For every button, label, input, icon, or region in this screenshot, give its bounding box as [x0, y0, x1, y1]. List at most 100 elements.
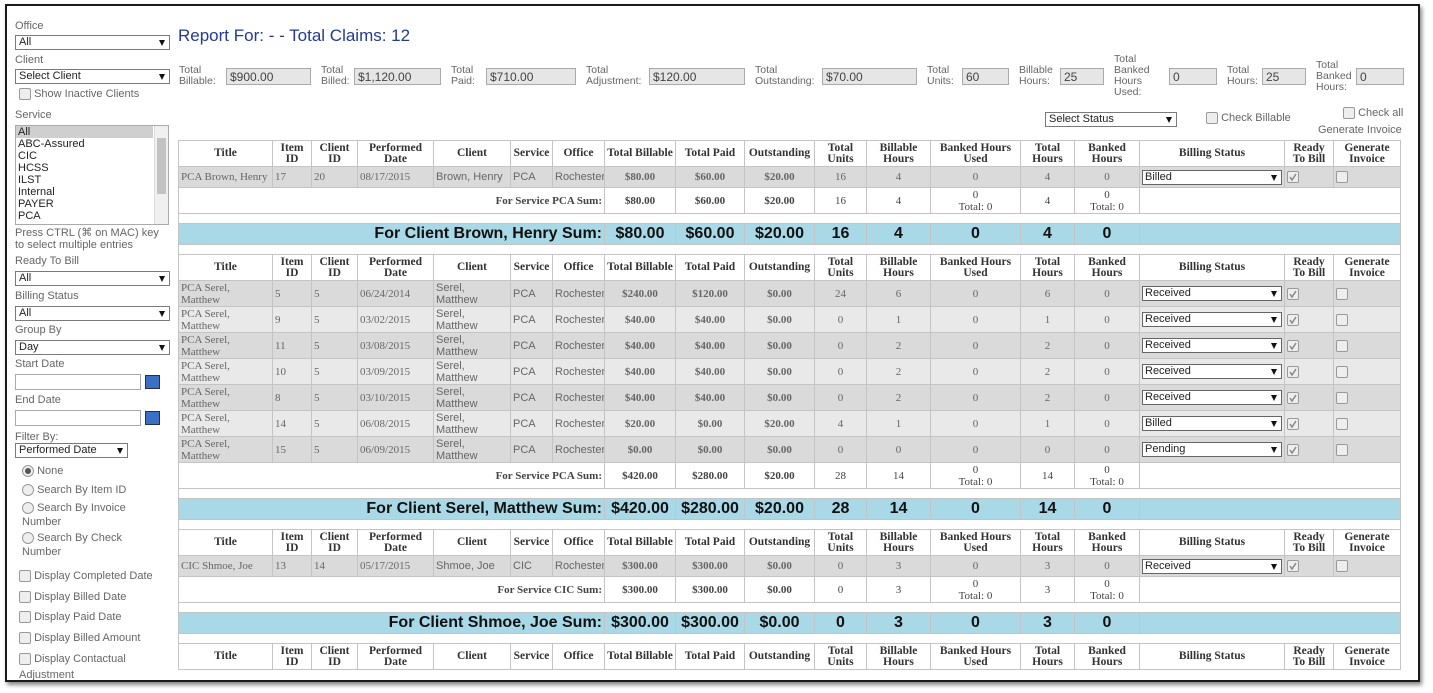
checkbox[interactable]	[19, 88, 31, 101]
select-status[interactable]: Select Status	[1045, 112, 1177, 127]
office-select[interactable]: All	[15, 35, 170, 50]
claim-link[interactable]: PCA Serel, Matthew	[178, 358, 273, 385]
billing-status-select[interactable]: Received	[1142, 364, 1282, 379]
cell: 0	[1074, 166, 1140, 188]
ready-select[interactable]: All	[15, 271, 170, 286]
service-option[interactable]: All	[16, 126, 153, 138]
checkbox-checked[interactable]	[1287, 560, 1299, 573]
radio-option[interactable]: Search By Check Number	[22, 531, 152, 559]
claim-link[interactable]: PCA Brown, Henry	[178, 166, 273, 188]
checkbox[interactable]	[19, 632, 31, 645]
service-option[interactable]: PAYER	[18, 198, 54, 210]
calendar-icon[interactable]	[145, 375, 160, 389]
service-option[interactable]: ABC-Assured	[18, 138, 85, 150]
empty-cell	[1139, 223, 1401, 245]
checkbox-checked[interactable]	[1287, 313, 1299, 326]
claim-link[interactable]: PCA Serel, Matthew	[178, 280, 273, 307]
checkbox[interactable]	[1336, 443, 1348, 456]
checkbox[interactable]	[1336, 417, 1348, 430]
checkbox[interactable]	[19, 611, 31, 624]
scrollbar[interactable]	[154, 126, 168, 224]
total-value: $120.00	[649, 67, 745, 85]
service-option[interactable]: HCSS	[18, 162, 49, 174]
display-option[interactable]: Display Billed Date	[19, 589, 169, 605]
display-option[interactable]: Display Completed Date	[19, 568, 169, 584]
display-option[interactable]: Display Billed Amount	[19, 630, 169, 646]
checkbox-checked[interactable]	[1287, 287, 1299, 300]
header-row: Title Item ID Client ID Performed Date Clien…	[178, 140, 1401, 167]
billing-status-select[interactable]: Billed	[1142, 416, 1282, 431]
billing-status-select[interactable]: Pending	[1142, 442, 1282, 457]
billing-status-select[interactable]: Received	[1142, 390, 1282, 405]
checkbox[interactable]	[1206, 112, 1218, 125]
display-option[interactable]: Display Contactual Adjustment	[19, 651, 169, 680]
billing-status-select[interactable]: Received	[1142, 338, 1282, 353]
checkbox[interactable]	[1336, 313, 1348, 326]
radio[interactable]	[22, 484, 34, 497]
service-listbox[interactable]: All ABC-Assured CIC HCSS ILST Internal PAYER PC…	[15, 125, 169, 225]
banked-cell: 0 Total: 0	[1074, 187, 1140, 214]
billing-status-select[interactable]: Billed	[1142, 169, 1282, 185]
claim-link[interactable]: PCA Serel, Matthew	[178, 384, 273, 411]
radio-option[interactable]: None	[22, 464, 152, 478]
radio-option[interactable]: Search By Item ID	[22, 483, 152, 497]
checkbox-checked[interactable]	[1287, 443, 1299, 456]
checkbox[interactable]	[1336, 391, 1348, 404]
check-stroke	[1289, 394, 1297, 403]
check-mark	[1289, 290, 1297, 299]
service-option[interactable]: CIC	[18, 150, 37, 162]
billing-status-cell: Billed	[1139, 410, 1285, 437]
service-option[interactable]: Internal	[18, 186, 55, 198]
show-inactive[interactable]: Show Inactive Clients	[19, 88, 139, 101]
calendar-icon[interactable]	[145, 411, 160, 425]
billing-status-select[interactable]: Received	[1142, 558, 1282, 574]
claim-link[interactable]: CIC Shmoe, Joe	[178, 555, 273, 577]
cell: 0	[866, 436, 931, 463]
column-header: Item ID	[272, 140, 312, 167]
client-sum-cell: 0	[1074, 612, 1140, 634]
check-billable[interactable]: Check Billable	[1206, 112, 1291, 125]
check-stroke	[1289, 173, 1297, 182]
checkbox[interactable]	[1336, 287, 1348, 300]
column-header: Performed Date	[357, 529, 434, 556]
radio-option[interactable]: Search By Invoice Number	[22, 501, 152, 529]
checkbox[interactable]	[1343, 107, 1355, 120]
checkbox-checked[interactable]	[1287, 365, 1299, 378]
claim-link[interactable]: PCA Serel, Matthew	[178, 410, 273, 437]
end-date-input[interactable]	[15, 410, 141, 426]
display-option[interactable]: Display Paid Date	[19, 609, 169, 625]
start-date-input[interactable]	[15, 374, 141, 390]
claim-link[interactable]: PCA Serel, Matthew	[178, 306, 273, 333]
checkbox[interactable]	[1336, 560, 1348, 573]
ready-to-bill-cell	[1284, 436, 1334, 463]
checkbox-checked[interactable]	[1287, 417, 1299, 430]
client-sum-label: For Client Serel, Matthew Sum:	[178, 498, 605, 520]
checkbox[interactable]	[1336, 365, 1348, 378]
service-option[interactable]: PCA	[18, 210, 41, 222]
checkbox[interactable]	[1336, 339, 1348, 352]
billing-status-select[interactable]: Received	[1142, 312, 1282, 327]
client-select[interactable]: Select Client	[15, 69, 170, 84]
billing-status-select[interactable]: Received	[1142, 286, 1282, 301]
group-by-select[interactable]: Day	[15, 340, 170, 355]
scroll-thumb[interactable]	[157, 138, 166, 194]
radio[interactable]	[22, 465, 34, 478]
radio[interactable]	[22, 502, 34, 515]
checkbox[interactable]	[19, 570, 31, 583]
billing-status-select[interactable]: All	[15, 306, 170, 321]
checkbox-checked[interactable]	[1287, 171, 1299, 184]
cell: 16	[814, 166, 867, 188]
start-date-label: Start Date	[15, 358, 65, 370]
radio[interactable]	[22, 532, 34, 545]
checkbox[interactable]	[1336, 171, 1348, 184]
service-option[interactable]: ILST	[18, 174, 42, 186]
checkbox-checked[interactable]	[1287, 391, 1299, 404]
checkbox-checked[interactable]	[1287, 339, 1299, 352]
checkbox[interactable]	[19, 652, 31, 665]
filter-by-select[interactable]: Performed Date	[15, 443, 128, 458]
claim-link[interactable]: PCA Serel, Matthew	[178, 332, 273, 359]
cell: $0.00	[744, 384, 815, 411]
claim-link[interactable]: PCA Serel, Matthew	[178, 436, 273, 463]
checkbox[interactable]	[19, 590, 31, 603]
check-all[interactable]: Check all	[1343, 107, 1403, 120]
